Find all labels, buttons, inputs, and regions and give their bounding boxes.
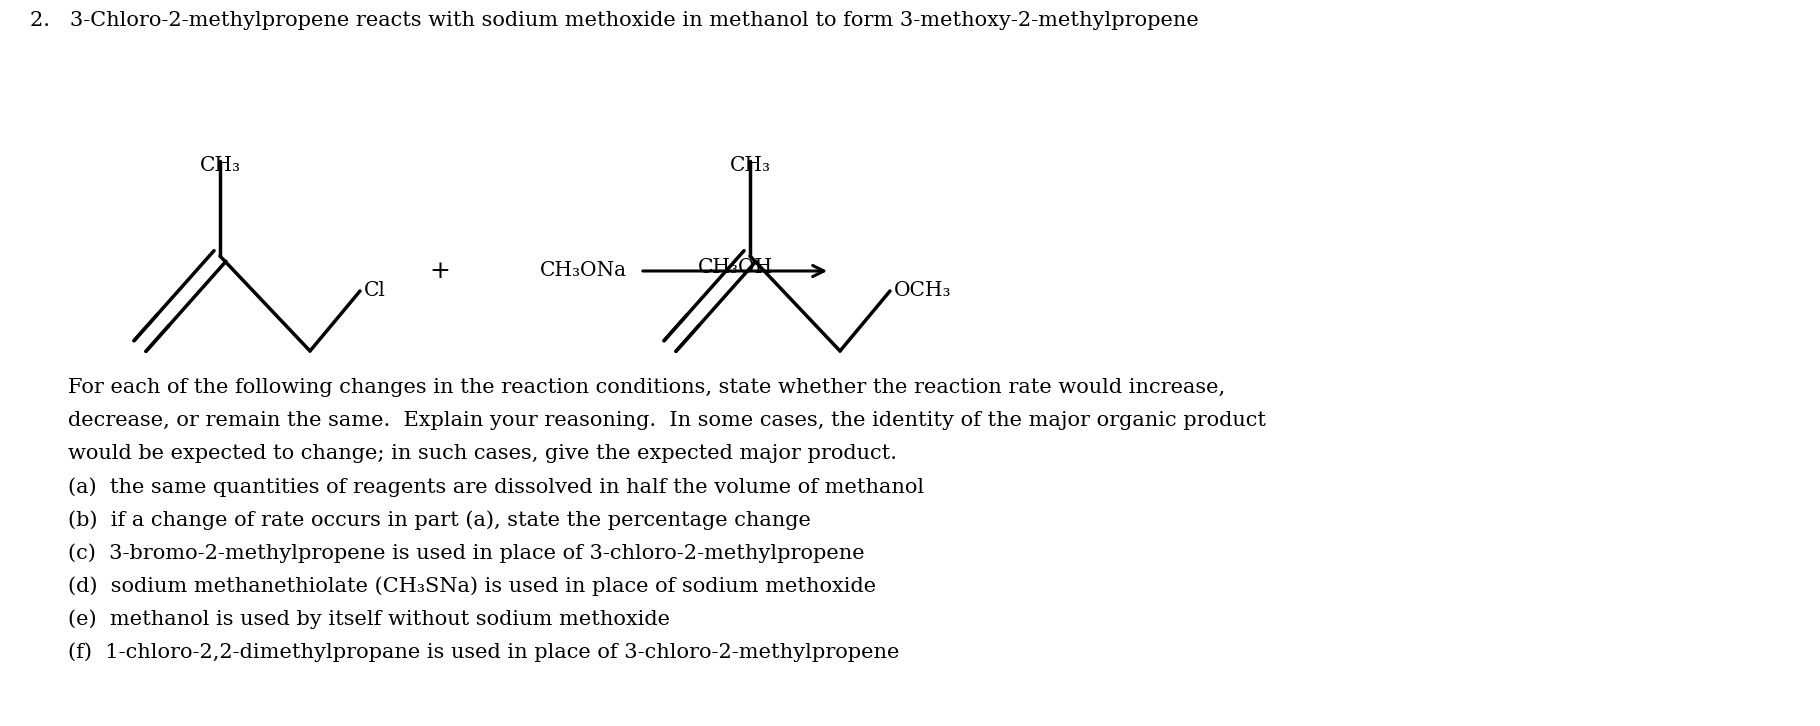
Text: (d)  sodium methanethiolate (CH₃SNa) is used in place of sodium methoxide: (d) sodium methanethiolate (CH₃SNa) is u… (67, 576, 875, 595)
Text: Cl: Cl (364, 282, 386, 301)
Text: (c)  3-bromo-2-methylpropene is used in place of 3-chloro-2-methylpropene: (c) 3-bromo-2-methylpropene is used in p… (67, 543, 864, 563)
Text: For each of the following changes in the reaction conditions, state whether the : For each of the following changes in the… (67, 378, 1225, 397)
Text: 2.   3-Chloro-2-methylpropene reacts with sodium methoxide in methanol to form 3: 2. 3-Chloro-2-methylpropene reacts with … (29, 11, 1199, 30)
Text: +: + (430, 259, 450, 282)
Text: decrease, or remain the same.  Explain your reasoning.  In some cases, the ident: decrease, or remain the same. Explain yo… (67, 411, 1267, 430)
Text: (f)  1-chloro-2,2-dimethylpropane is used in place of 3-chloro-2-methylpropene: (f) 1-chloro-2,2-dimethylpropane is used… (67, 642, 899, 661)
Text: CH₃ONa: CH₃ONa (541, 261, 628, 280)
Text: (b)  if a change of rate occurs in part (a), state the percentage change: (b) if a change of rate occurs in part (… (67, 510, 812, 530)
Text: (e)  methanol is used by itself without sodium methoxide: (e) methanol is used by itself without s… (67, 609, 670, 629)
Text: (a)  the same quantities of reagents are dissolved in half the volume of methano: (a) the same quantities of reagents are … (67, 477, 925, 497)
Text: CH₃OH: CH₃OH (697, 258, 772, 277)
Text: CH₃: CH₃ (730, 156, 770, 175)
Text: OCH₃: OCH₃ (894, 282, 952, 301)
Text: CH₃: CH₃ (200, 156, 240, 175)
Text: would be expected to change; in such cases, give the expected major product.: would be expected to change; in such cas… (67, 444, 897, 463)
